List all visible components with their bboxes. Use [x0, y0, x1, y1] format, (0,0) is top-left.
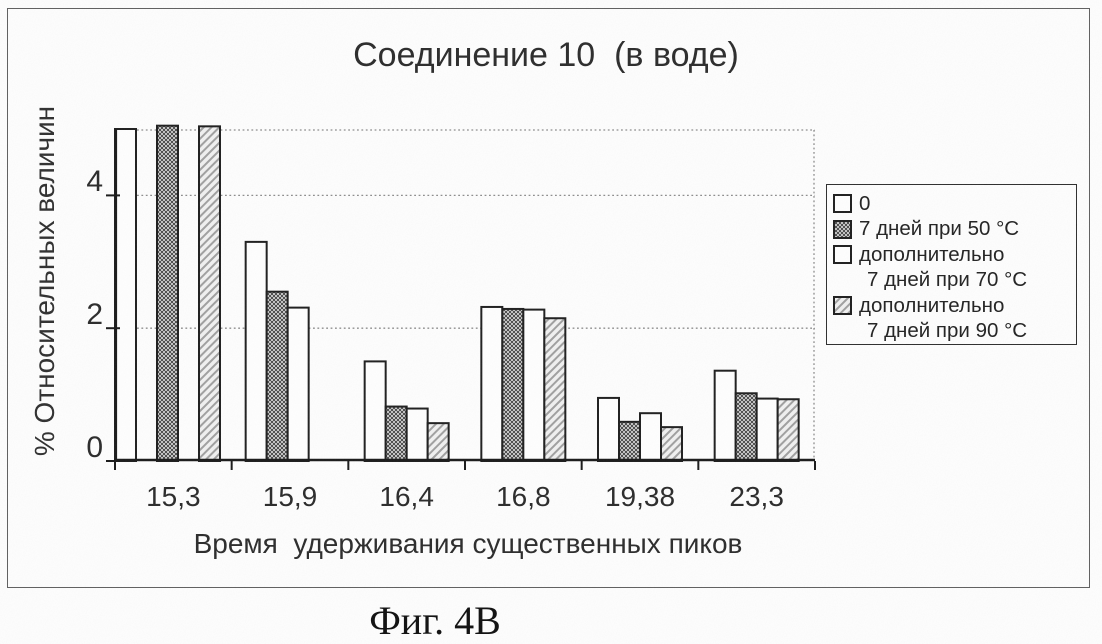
- bar-16_8-s1: [501, 307, 525, 462]
- bar-23_3-s2: [755, 397, 779, 463]
- bar-16_4-s3: [426, 422, 450, 463]
- chart-title: Соединение 10 (в воде): [353, 36, 739, 74]
- x-category-label-15_9: 15,9: [262, 481, 318, 512]
- x-category-label-15_3: 15,3: [146, 481, 201, 512]
- y-tick-label-0: 0: [86, 431, 103, 464]
- bar-16_4-s1: [384, 405, 408, 462]
- bar-16_8-s2: [522, 308, 546, 462]
- bar-23_3-s3: [776, 398, 800, 462]
- legend-item-1: 7 дней при 50 °C: [833, 217, 1076, 243]
- legend-label: 7 дней при 70 °C: [867, 268, 1028, 292]
- bar-15_3-s3: [198, 125, 221, 463]
- legend-item-2-line2: 7 дней при 70 °C: [833, 268, 1076, 294]
- plot-area: [106, 124, 816, 470]
- legend-item-3: дополнительно: [833, 293, 1076, 319]
- bar-19_38-s1: [618, 420, 641, 463]
- legend-swatch-stipple: [833, 219, 852, 239]
- bar-16_4-s0: [363, 360, 387, 462]
- bar-16_8-s3: [543, 317, 567, 462]
- bar-23_3-s0: [713, 369, 737, 462]
- bar-23_3-s1: [734, 392, 758, 462]
- legend-swatch-white: [833, 194, 852, 214]
- legend-swatch-hatch: [833, 296, 852, 316]
- legend-item-0: 0: [833, 191, 1076, 217]
- y-tick-label-2: 2: [86, 298, 103, 332]
- legend-label: дополнительно: [859, 242, 1005, 266]
- bar-19_38-s3: [660, 426, 683, 462]
- x-category-label-16_8: 16,8: [496, 481, 551, 512]
- y-axis-title: % Относительных величин: [29, 105, 60, 457]
- bar-15_9-s0: [244, 240, 268, 462]
- x-category-label-16_4: 16,4: [379, 481, 434, 512]
- y-tick-label-4: 4: [86, 165, 103, 199]
- legend-label: 0: [859, 191, 871, 215]
- bar-19_38-s0: [597, 396, 620, 463]
- x-axis-title: Время удерживания существенных пиков: [193, 528, 743, 559]
- bar-15_9-s1: [265, 290, 289, 462]
- bar-19_38-s2: [639, 412, 662, 462]
- bar-16_4-s2: [405, 407, 429, 463]
- legend-item-3-line2: 7 дней при 90 °C: [833, 319, 1076, 345]
- bar-15_3-s1: [156, 124, 179, 463]
- x-category-label-19_38: 19,38: [604, 481, 676, 512]
- x-category-label-23_3: 23,3: [729, 481, 784, 512]
- legend-label: 7 дней при 90 °C: [867, 319, 1028, 343]
- bar-15_9-s2: [286, 306, 310, 462]
- legend-label: 7 дней при 50 °C: [859, 217, 1020, 241]
- legend-item-2: дополнительно: [833, 242, 1076, 268]
- figure-caption: Фиг. 4B: [369, 598, 501, 643]
- legend-swatch-white: [833, 245, 852, 265]
- legend-label: дополнительно: [859, 293, 1005, 317]
- bar-16_8-s0: [480, 305, 504, 462]
- bar-15_3-s0: [114, 128, 137, 462]
